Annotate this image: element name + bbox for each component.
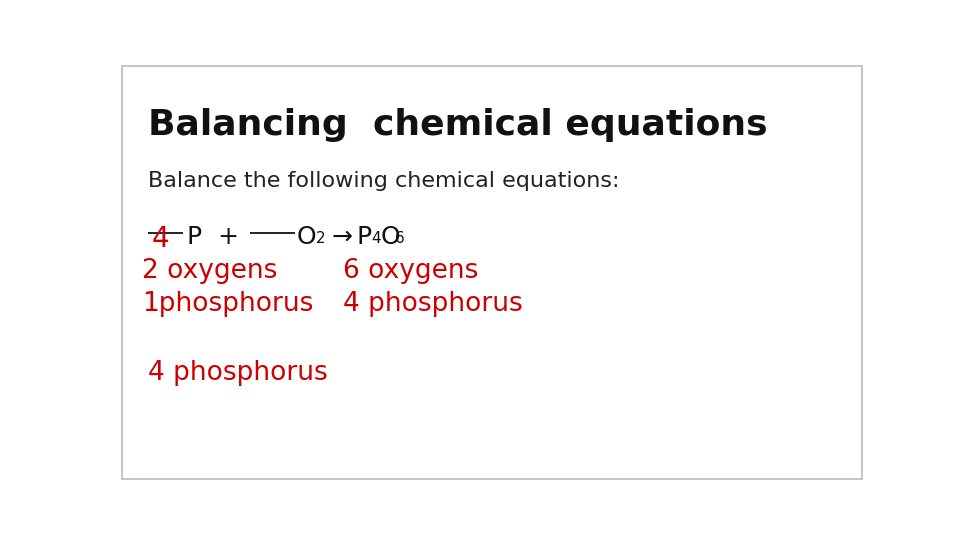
Text: 4: 4: [152, 225, 169, 253]
Text: 2 oxygens: 2 oxygens: [142, 258, 277, 284]
Text: 4: 4: [372, 231, 381, 246]
Text: 4 phosphorus: 4 phosphorus: [148, 360, 328, 386]
Text: 6 oxygens: 6 oxygens: [344, 258, 479, 284]
Text: Balancing  chemical equations: Balancing chemical equations: [148, 109, 768, 143]
Text: Balance the following chemical equations:: Balance the following chemical equations…: [148, 171, 620, 191]
Text: O: O: [297, 225, 317, 249]
Text: 1phosphorus: 1phosphorus: [142, 292, 314, 318]
Text: P: P: [356, 225, 372, 249]
Text: 6: 6: [396, 231, 405, 246]
Text: 2: 2: [316, 231, 325, 246]
Text: P  +: P +: [187, 225, 239, 249]
Text: →: →: [332, 225, 353, 249]
Text: 4 phosphorus: 4 phosphorus: [344, 292, 523, 318]
Text: O: O: [380, 225, 400, 249]
